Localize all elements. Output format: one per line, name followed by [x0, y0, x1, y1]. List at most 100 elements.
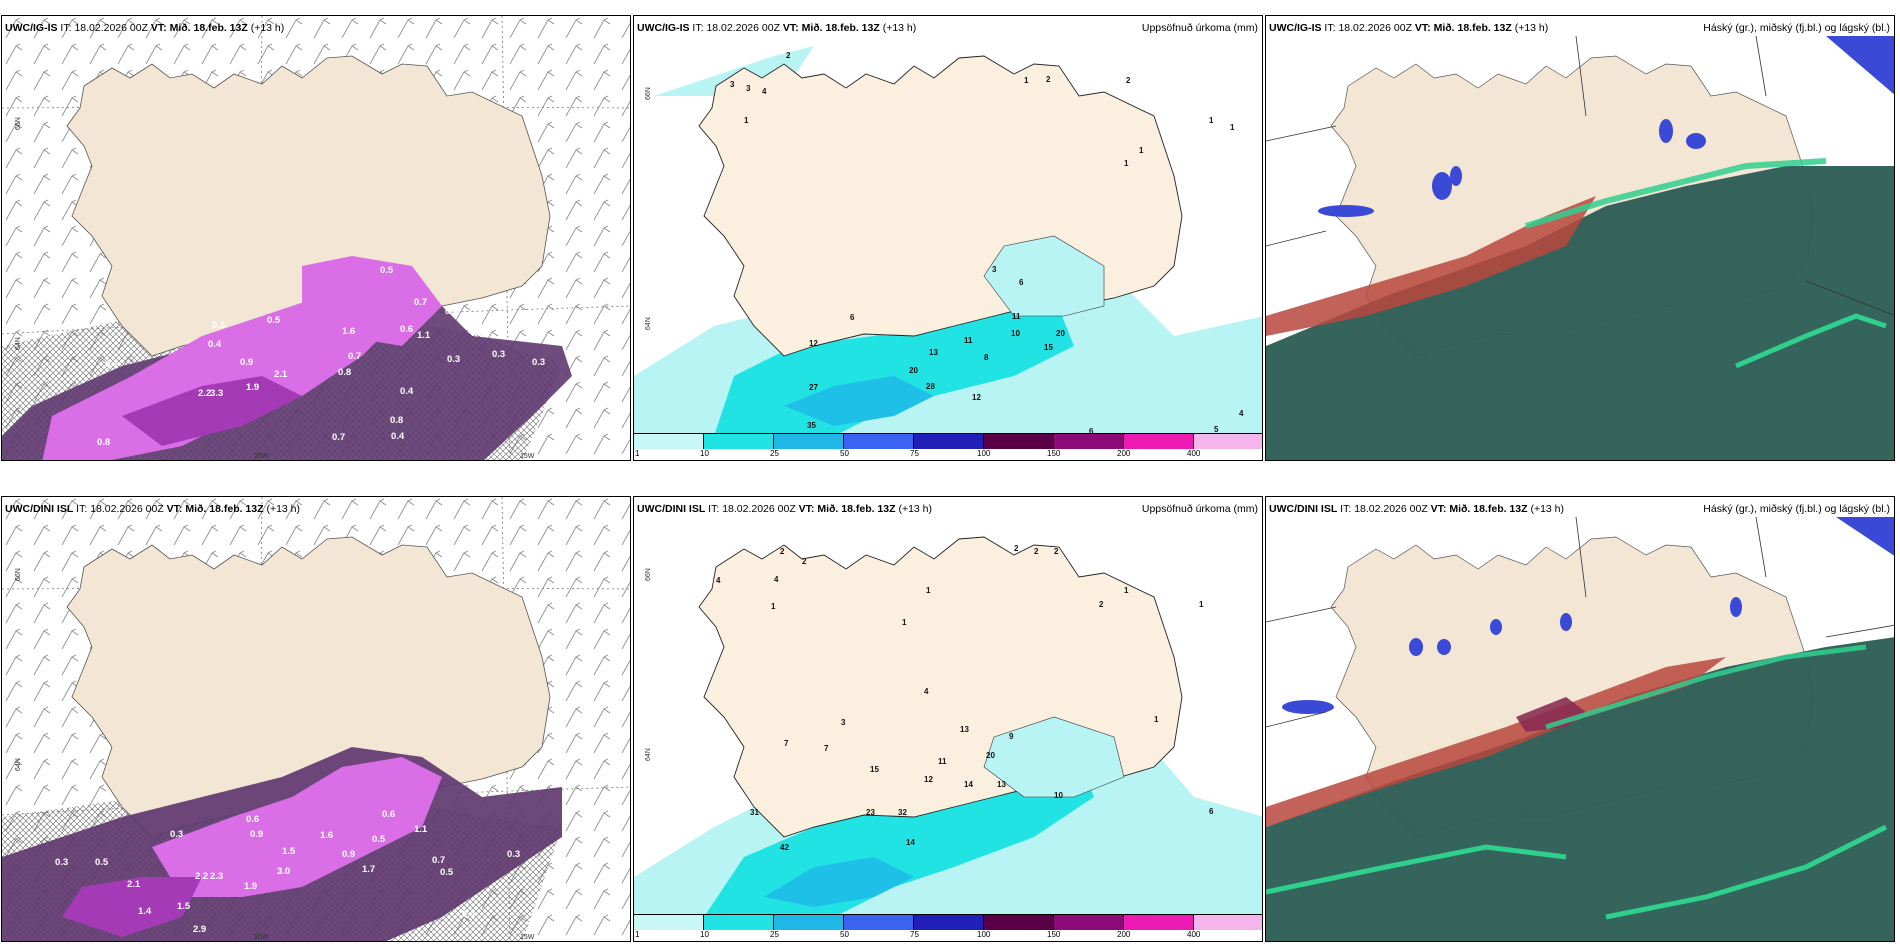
svg-text:0.3: 0.3: [170, 829, 183, 840]
colorbar-tick: 1: [635, 449, 640, 458]
svg-text:3.3: 3.3: [210, 388, 223, 399]
svg-text:0.9: 0.9: [342, 849, 355, 860]
colorbar-tick: 150: [1047, 930, 1061, 939]
svg-text:1: 1: [902, 618, 907, 627]
svg-text:66N: 66N: [15, 117, 22, 130]
cloud-blue-patch: [1437, 639, 1451, 655]
colorbar-swatch: [914, 434, 984, 449]
colorbar-swatch: [1054, 915, 1124, 930]
panel-cloud-bottom: UWC/DINI ISL IT: 18.02.2026 00Z VT: Mið.…: [1265, 496, 1895, 942]
panel-header: UWC/IG-IS IT: 18.02.2026 00Z VT: Mið. 18…: [637, 22, 917, 34]
svg-text:0.3: 0.3: [447, 354, 460, 365]
cloud-blue-patch: [1318, 205, 1374, 217]
cloud-blue-patch: [1432, 172, 1452, 200]
panel-variable-title: Uppsöfnuð úrkoma (mm): [1141, 503, 1258, 515]
grid-labels: 66N 64N: [645, 568, 652, 761]
svg-text:2: 2: [1099, 600, 1104, 609]
cloud-green-band: [1525, 158, 1827, 229]
precip-magenta: [152, 757, 442, 897]
svg-text:20: 20: [986, 751, 995, 760]
svg-text:9: 9: [1009, 732, 1014, 741]
svg-text:6: 6: [1209, 807, 1214, 816]
svg-text:28: 28: [926, 382, 935, 391]
svg-text:0.3: 0.3: [532, 357, 545, 368]
svg-text:23: 23: [866, 808, 875, 817]
grid-labels: 66N 64N 20W 15W: [15, 117, 535, 460]
precip-cyan-deep: [764, 857, 914, 907]
svg-text:64N: 64N: [645, 317, 652, 330]
svg-text:0.4: 0.4: [400, 386, 414, 397]
precip-labels-bottom: 2 4 4 2 1 1 1 2 2 2 1 3 7 7 4 15 12 11 1…: [716, 544, 1214, 852]
svg-text:0.5: 0.5: [372, 834, 386, 845]
svg-text:1: 1: [1124, 159, 1129, 168]
svg-text:12: 12: [972, 393, 981, 402]
svg-text:1: 1: [1024, 76, 1029, 85]
svg-text:13: 13: [929, 348, 938, 357]
svg-text:15W: 15W: [520, 453, 535, 460]
svg-text:11: 11: [938, 757, 947, 766]
svg-text:2: 2: [1014, 544, 1019, 553]
svg-text:1.6: 1.6: [320, 830, 333, 841]
panel-variable-title: Háský (gr.), miðský (fj.bl.) og lágský (…: [1703, 22, 1890, 34]
svg-text:4: 4: [716, 576, 721, 585]
cloud-green-se: [1605, 824, 1888, 920]
svg-text:12: 12: [809, 339, 818, 348]
colorbar-swatch: [914, 915, 984, 930]
svg-text:7: 7: [824, 744, 829, 753]
colorbar-swatch: [704, 915, 774, 930]
precip-cyan-se: [983, 716, 1125, 798]
panel-header: UWC/DINI ISL IT: 18.02.2026 00Z VT: Mið.…: [1269, 503, 1565, 515]
cloud-blue-patch: [1686, 133, 1706, 149]
svg-text:1.6: 1.6: [342, 326, 355, 337]
cloud-dark-teal: [1266, 637, 1894, 941]
svg-text:2.3: 2.3: [210, 871, 223, 882]
svg-text:0.7: 0.7: [348, 351, 361, 362]
svg-text:0.7: 0.7: [432, 855, 445, 866]
svg-text:6: 6: [1019, 278, 1024, 287]
colorbar: 1 10 25 50 75 100 150 200 400: [634, 433, 1262, 460]
svg-text:20: 20: [1056, 329, 1065, 338]
panel-variable-title: Uppsöfnuð úrkoma (mm): [1141, 22, 1258, 34]
colorbar-tick: 100: [977, 449, 991, 458]
svg-text:0.5: 0.5: [380, 265, 394, 276]
colorbar-swatch: [634, 915, 704, 930]
cloud-blue-patch: [1282, 700, 1334, 714]
wind-map: 0.3 0.5 2.1 1.4 1.5 2.2 2.3 1.9 3.0 2.9 …: [2, 497, 630, 941]
svg-text:0.4: 0.4: [208, 339, 222, 350]
svg-text:42: 42: [780, 843, 789, 852]
boundary-lines: [1266, 35, 1894, 316]
precip-magenta-deep: [122, 376, 302, 446]
svg-text:1: 1: [926, 586, 931, 595]
svg-text:64N: 64N: [15, 758, 22, 771]
cloud-map: [1266, 516, 1894, 941]
svg-text:2: 2: [780, 547, 785, 556]
svg-text:3: 3: [841, 718, 846, 727]
colorbar-swatch: [634, 434, 704, 449]
svg-text:6: 6: [1089, 427, 1094, 436]
svg-text:66N: 66N: [15, 568, 22, 581]
cloud-dark-teal: [1266, 166, 1894, 460]
svg-text:0.5: 0.5: [440, 867, 454, 878]
svg-text:0.3: 0.3: [212, 320, 225, 331]
svg-text:3: 3: [992, 265, 997, 274]
svg-text:1.7: 1.7: [362, 864, 375, 875]
svg-text:2.2: 2.2: [198, 388, 211, 399]
cloud-blue-patch: [1490, 619, 1502, 635]
svg-text:4: 4: [924, 687, 929, 696]
svg-text:8: 8: [984, 353, 989, 362]
svg-text:0.8: 0.8: [97, 437, 110, 448]
svg-text:11: 11: [964, 336, 973, 345]
colorbar-tick: 50: [840, 449, 849, 458]
svg-text:12: 12: [924, 775, 933, 784]
colorbar-tick: 25: [770, 930, 779, 939]
colorbar-swatch: [844, 915, 914, 930]
svg-text:0.9: 0.9: [250, 829, 263, 840]
svg-text:0.5: 0.5: [267, 315, 281, 326]
precip-map: 2 4 4 2 1 1 1 2 2 2 1 3 7 7 4 15 12 11 1…: [634, 536, 1262, 917]
svg-text:2: 2: [802, 557, 807, 566]
colorbar-swatch: [774, 915, 844, 930]
svg-text:1.9: 1.9: [244, 881, 257, 892]
svg-text:2.1: 2.1: [274, 369, 288, 380]
precip-cyan-deep: [784, 376, 934, 426]
colorbar-tick: 150: [1047, 449, 1061, 458]
